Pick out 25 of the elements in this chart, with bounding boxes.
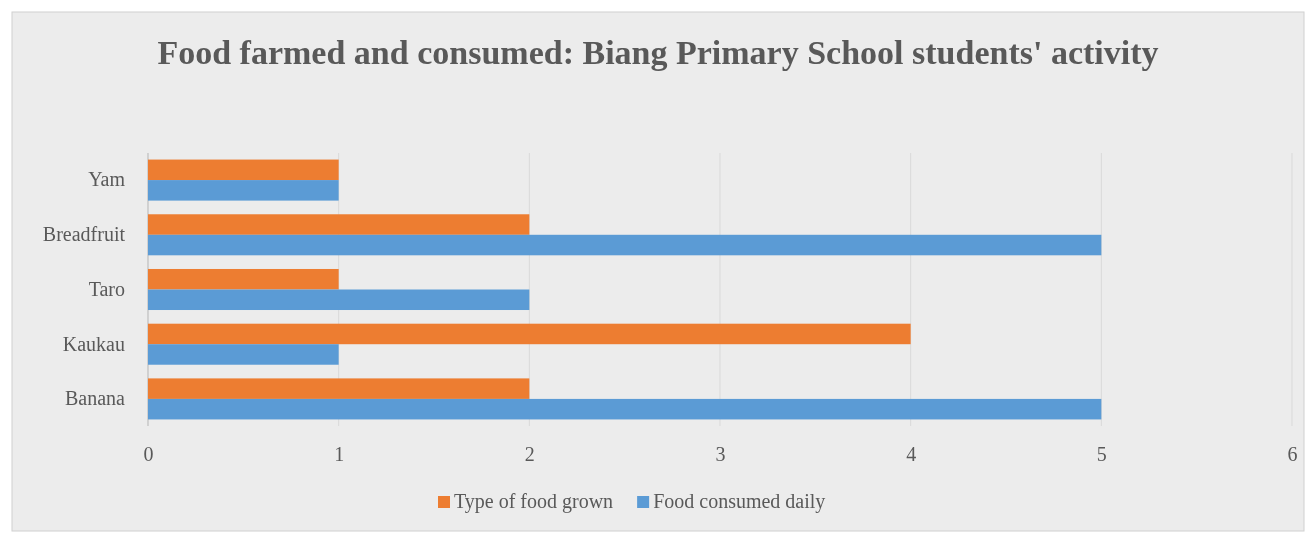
bar	[148, 268, 339, 290]
legend-label: Type of food grown	[454, 490, 614, 513]
x-tick-label: 5	[1096, 443, 1107, 465]
y-tick-label: Taro	[88, 277, 125, 300]
bar	[148, 159, 339, 181]
x-tick-label: 2	[524, 443, 535, 465]
x-tick-label: 6	[1287, 443, 1298, 465]
chart-title: Food farmed and consumed: Biang Primary School students' activity	[157, 34, 1159, 71]
x-tick-label: 0	[143, 443, 154, 465]
bar	[148, 378, 530, 399]
bar	[148, 289, 530, 311]
y-tick-label: Kaukau	[62, 332, 125, 355]
y-tick-label: Breadfruit	[42, 223, 126, 246]
bar	[148, 234, 1102, 256]
y-tick-label: Yam	[88, 168, 126, 191]
bar	[148, 180, 339, 201]
bar	[148, 344, 339, 365]
bar	[148, 398, 1102, 420]
x-tick-label: 1	[334, 443, 345, 465]
bar	[148, 323, 911, 345]
x-tick-label: 4	[906, 443, 917, 465]
bar	[148, 214, 530, 235]
y-tick-label: Banana	[65, 387, 126, 410]
x-tick-label: 3	[715, 443, 726, 465]
legend-label: Food consumed daily	[653, 490, 826, 513]
